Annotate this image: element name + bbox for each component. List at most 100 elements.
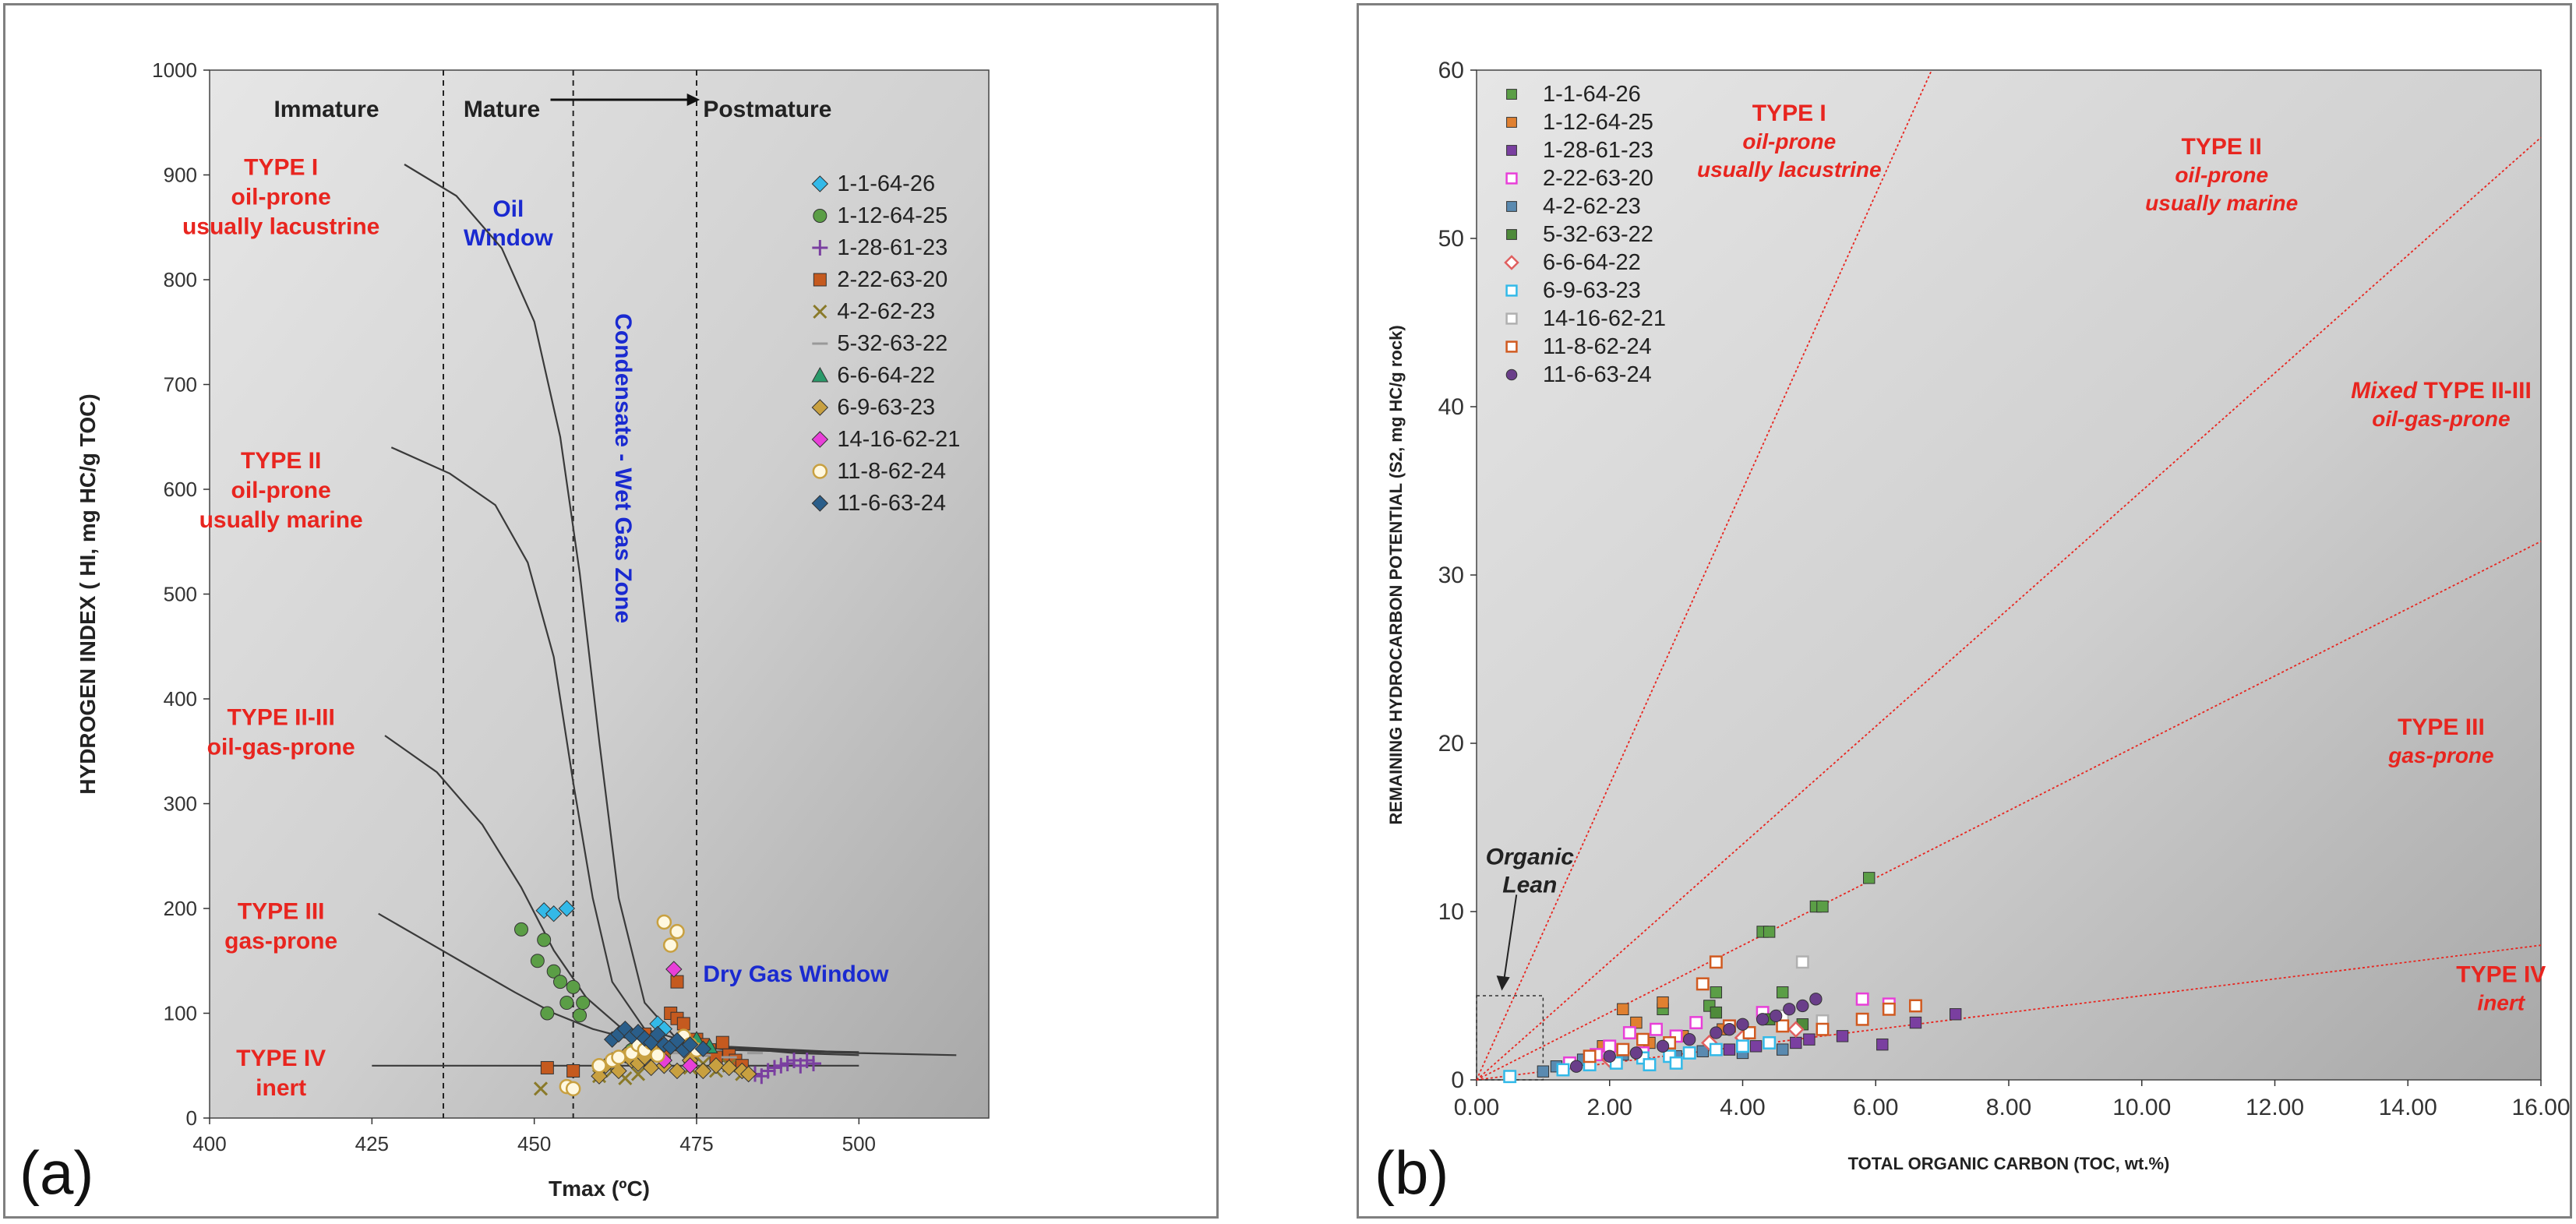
data-point [662, 937, 679, 953]
legend-marker [1506, 145, 1517, 156]
data-point [565, 1081, 581, 1097]
data-point [1556, 1063, 1570, 1077]
data-point [720, 1059, 738, 1077]
series-group [1723, 1008, 1962, 1056]
x-tick-label: 0.00 [1454, 1095, 1499, 1120]
panel-label: (b) [1374, 1138, 1449, 1207]
kerogen-type-prefix: Mixed [2351, 378, 2423, 404]
data-point [1710, 1026, 1723, 1039]
x-tick-label: 500 [842, 1132, 876, 1155]
plot-area [1476, 69, 2542, 1081]
organic-lean-arrow-head [1496, 975, 1510, 991]
kerogen-type-title: TYPE III [2398, 714, 2485, 740]
panel-label: (a) [19, 1138, 94, 1207]
data-point [576, 996, 591, 1011]
data-point [649, 1025, 666, 1043]
kerogen-type-label: TYPE III [238, 898, 325, 924]
data-point [1723, 1023, 1736, 1036]
x-tick-label: 425 [355, 1132, 389, 1155]
data-point [1836, 1030, 1849, 1042]
legend-marker [1505, 172, 1518, 185]
legend-marker [813, 209, 827, 223]
data-point [739, 1065, 757, 1083]
kerogen-type-label: TYPE I [244, 155, 318, 181]
data-point [1749, 1040, 1763, 1053]
data-point [1809, 993, 1823, 1006]
kerogen-type-label: gas-prone [224, 928, 337, 954]
data-point [1709, 1042, 1723, 1056]
kerogen-type-label: oil-prone [2175, 163, 2268, 187]
data-point [1855, 1012, 1869, 1026]
legend-marker [813, 273, 827, 287]
legend-label: 11-6-63-24 [1543, 362, 1652, 387]
data-point [1763, 1036, 1777, 1049]
data-point [573, 1008, 587, 1023]
x-tick-label: 16.00 [2511, 1095, 2570, 1120]
chart-panel-b: 0 10 20 30 40 50 60 0.00 2.00 4.00 6.00 8.00 10.00 12… [1357, 3, 2572, 1219]
y-tick-label: 0 [1451, 1067, 1464, 1093]
zone-label-immature: Immature [273, 97, 379, 122]
x-tick-label: 4.00 [1720, 1095, 1765, 1120]
data-point [514, 922, 528, 937]
legend-marker [1505, 340, 1518, 353]
data-point [1650, 1022, 1663, 1036]
y-tick-label: 10 [1438, 899, 1464, 925]
kerogen-type-title: Mixed TYPE II-III [2351, 378, 2532, 404]
data-point [1777, 1043, 1789, 1056]
kerogen-type-label: TYPE II [241, 448, 321, 474]
plot-area [209, 69, 990, 1119]
kerogen-type-label: inert [2477, 991, 2525, 1015]
kerogen-type-label: usually marine [199, 507, 363, 533]
series-group [1569, 993, 1823, 1073]
legend-marker [1506, 117, 1517, 128]
data-point [1795, 955, 1809, 969]
data-point [669, 1062, 686, 1080]
data-point [799, 1053, 815, 1069]
kerogen-type-name: TYPE II-III [2423, 378, 2531, 404]
legend-label: 11-8-62-24 [1543, 334, 1652, 359]
legend-label: 5-32-63-22 [1543, 222, 1653, 247]
kerogen-curve [378, 912, 859, 1053]
y-tick-label: 60 [1438, 58, 1464, 83]
legend-marker [813, 304, 827, 319]
organic-lean-box [1476, 995, 1544, 1081]
data-point [1796, 999, 1809, 1013]
data-point [1909, 999, 1922, 1013]
legend-label: 14-16-62-21 [837, 427, 960, 452]
legend-label: 2-22-63-20 [1543, 166, 1653, 191]
data-point [1723, 1043, 1736, 1056]
kerogen-type-label: oil-prone [1742, 129, 1836, 153]
oil-window-label: Window [464, 225, 553, 251]
series-group [747, 1053, 821, 1085]
y-tick-label: 100 [164, 1002, 197, 1025]
data-point [1616, 1042, 1630, 1056]
data-point [1669, 1056, 1683, 1070]
y-tick-label: 0 [186, 1106, 197, 1130]
legend-label: 14-16-62-21 [1543, 306, 1666, 331]
kerogen-type-title: TYPE I [1752, 101, 1826, 126]
data-point [650, 1047, 665, 1064]
data-point [694, 1062, 712, 1080]
data-point [1882, 1002, 1896, 1016]
data-point [630, 1067, 646, 1081]
data-point [1816, 1022, 1830, 1036]
data-point [1656, 1039, 1670, 1053]
data-point [1763, 926, 1776, 938]
data-point [1689, 1016, 1703, 1030]
data-point [566, 1064, 580, 1078]
y-tick-label: 40 [1438, 394, 1464, 420]
data-point [708, 1057, 725, 1074]
legend-marker [1506, 89, 1517, 100]
series-group [603, 1020, 712, 1059]
data-point [681, 1057, 699, 1074]
legend-marker [1506, 201, 1517, 212]
series-group [1583, 955, 1922, 1064]
organic-lean-label: Lean [1502, 873, 1557, 898]
data-point [676, 1017, 690, 1031]
data-point [1657, 996, 1669, 1009]
y-tick-label: 50 [1438, 226, 1464, 252]
data-point [779, 1056, 796, 1072]
data-point [1569, 1060, 1583, 1073]
legend-marker [1505, 312, 1518, 325]
legend-label: 4-2-62-23 [837, 299, 935, 324]
